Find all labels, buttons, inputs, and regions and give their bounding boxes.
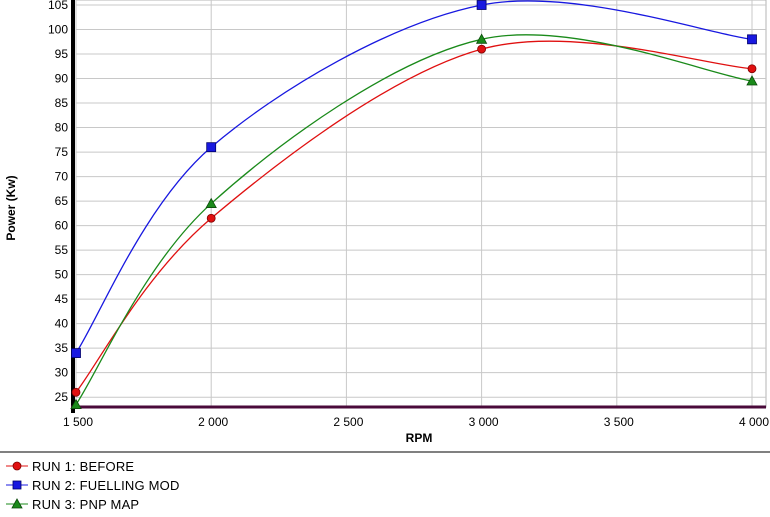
x-tick-label: 3 000 [469, 415, 499, 429]
circle-marker-icon [6, 461, 28, 471]
x-tick-label: 2 000 [198, 415, 228, 429]
x-tick-label: 3 500 [604, 415, 634, 429]
y-tick-label: 70 [55, 170, 69, 184]
data-point-run-2 [71, 348, 81, 358]
data-point-run-1 [747, 64, 757, 74]
y-tick-label: 85 [55, 96, 69, 110]
legend-item-run-1[interactable]: RUN 1: BEFORE [6, 457, 134, 475]
data-point-run-3 [746, 75, 758, 86]
y-tick-label: 80 [55, 121, 69, 135]
series-layer [70, 0, 758, 409]
y-tick-label: 30 [55, 366, 69, 380]
grid [75, 0, 767, 408]
x-tick-label: 2 500 [333, 415, 363, 429]
y-axis-title: Power (Kw) [4, 175, 18, 240]
legend-item-run-2[interactable]: RUN 2: FUELLING MOD [6, 476, 180, 494]
data-point-run-2 [747, 34, 757, 45]
triangle-marker-icon [6, 498, 28, 509]
tick-labels: 25 30 35 40 45 50 55 60 65 70 75 80 85 90 95 100 105 1 50… [48, 0, 769, 429]
y-tick-label: 90 [55, 72, 69, 86]
series-line-run-3 [75, 34, 753, 405]
data-point-run-3 [205, 197, 217, 208]
y-tick-label: 45 [55, 292, 69, 306]
y-tick-label: 65 [55, 194, 69, 208]
x-tick-label: 4 000 [739, 415, 769, 429]
axes [71, 0, 766, 413]
series-line-run-2 [75, 0, 753, 354]
square-marker-icon [6, 480, 28, 490]
y-tick-label: 105 [48, 0, 68, 12]
y-tick-label: 50 [55, 268, 69, 282]
legend-label-run-1: RUN 1: BEFORE [32, 458, 135, 474]
data-point-run-2 [206, 142, 217, 153]
y-tick-label: 100 [48, 23, 68, 37]
plot-area [75, 0, 767, 408]
y-tick-label: 55 [55, 243, 69, 257]
y-tick-label: 25 [55, 390, 69, 404]
legend-label-run-2: RUN 2: FUELLING MOD [32, 477, 180, 493]
x-axis-title: RPM [406, 431, 433, 445]
data-point-run-3 [475, 33, 488, 44]
y-tick-label: 35 [55, 341, 69, 355]
data-point-run-1 [477, 44, 487, 54]
y-tick-label: 75 [55, 145, 69, 159]
legend-label-run-3: RUN 3: PNP MAP [32, 496, 140, 512]
y-tick-label: 95 [55, 47, 69, 61]
data-point-run-2 [476, 0, 487, 10]
data-point-run-1 [206, 213, 216, 223]
series-line-run-1 [75, 40, 753, 393]
legend-item-run-3[interactable]: RUN 3: PNP MAP [6, 495, 139, 513]
y-tick-label: 40 [55, 317, 69, 331]
y-tick-label: 60 [55, 219, 69, 233]
x-tick-label: 1 500 [63, 415, 93, 429]
data-point-run-1 [71, 387, 81, 397]
data-point-run-3 [70, 398, 82, 409]
